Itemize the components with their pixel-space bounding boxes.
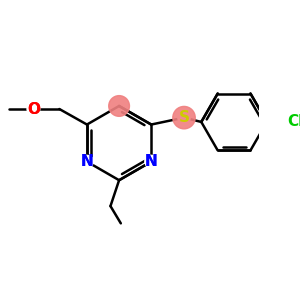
- Circle shape: [173, 106, 195, 129]
- Circle shape: [27, 103, 40, 115]
- Text: N: N: [145, 154, 158, 169]
- Text: N: N: [145, 154, 158, 169]
- Circle shape: [178, 112, 190, 124]
- Text: N: N: [81, 154, 93, 169]
- Circle shape: [109, 96, 130, 116]
- Circle shape: [145, 155, 158, 168]
- Text: Cl: Cl: [288, 115, 300, 130]
- Text: S: S: [178, 110, 190, 125]
- Text: O: O: [27, 101, 40, 116]
- Circle shape: [145, 155, 158, 168]
- Text: N: N: [81, 154, 93, 169]
- Circle shape: [27, 103, 40, 115]
- Circle shape: [81, 155, 93, 168]
- Circle shape: [81, 155, 93, 168]
- Text: O: O: [27, 101, 40, 116]
